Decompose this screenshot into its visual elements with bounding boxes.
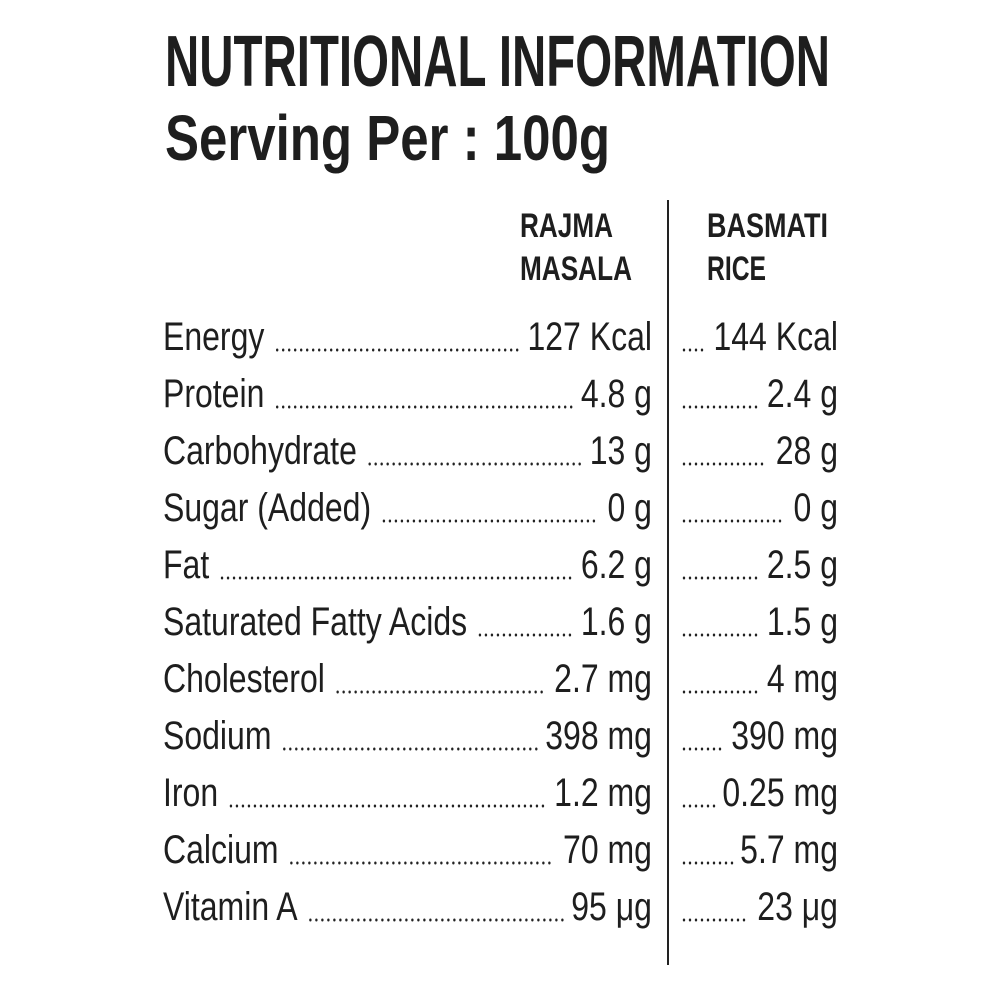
nutrient-label: Sodium [163,713,271,758]
nutrient-label: Vitamin A [163,884,298,929]
rajma-value: 2.7 mg [554,656,652,701]
rice-value: 390 mg [731,713,838,758]
rice-value: 0 g [794,485,838,530]
rice-value: 2.5 g [767,542,838,587]
column-header: BASMATI [707,207,828,245]
nutrient-label: Cholesterol [163,656,325,701]
rice-value: 4 mg [767,656,838,701]
rice-value: 2.4 g [767,371,838,416]
title: NUTRITIONAL INFORMATION [165,22,830,102]
nutrient-label: Carbohydrate [163,428,357,473]
rows: Energy 127 Kcal 144 Kcal Protein 4.8 g 2.4 g C… [163,314,838,929]
nutrient-label: Saturated Fatty Acids [163,599,467,644]
rice-value: 1.5 g [767,599,838,644]
rice-value: 144 Kcal [713,314,838,359]
rice-value: 0.25 mg [722,770,838,815]
nutrient-label: Fat [163,542,209,587]
rajma-value: 70 mg [563,827,652,872]
rice-value: 23 μg [757,884,838,929]
column-header: MASALA [520,250,632,288]
rajma-value: 398 mg [545,713,652,758]
rajma-value: 4.8 g [581,371,652,416]
nutrient-label: Calcium [163,827,279,872]
nutrient-label: Protein [163,371,264,416]
rice-value: 5.7 mg [740,827,838,872]
rajma-value: 95 μg [571,884,652,929]
rajma-value: 1.2 mg [554,770,652,815]
rajma-value: 0 g [608,485,652,530]
nutrient-label: Iron [163,770,218,815]
rice-value: 28 g [776,428,838,473]
column-header: RAJMA [520,207,613,245]
nutrient-label: Energy [163,314,265,359]
rajma-value: 127 Kcal [527,314,652,359]
subtitle: Serving Per : 100g [165,102,610,174]
column-header: RICE [707,250,766,288]
rajma-value: 1.6 g [581,599,652,644]
nutrient-label: Sugar (Added) [163,485,371,530]
rajma-value: 13 g [590,428,652,473]
rajma-value: 6.2 g [581,542,652,587]
